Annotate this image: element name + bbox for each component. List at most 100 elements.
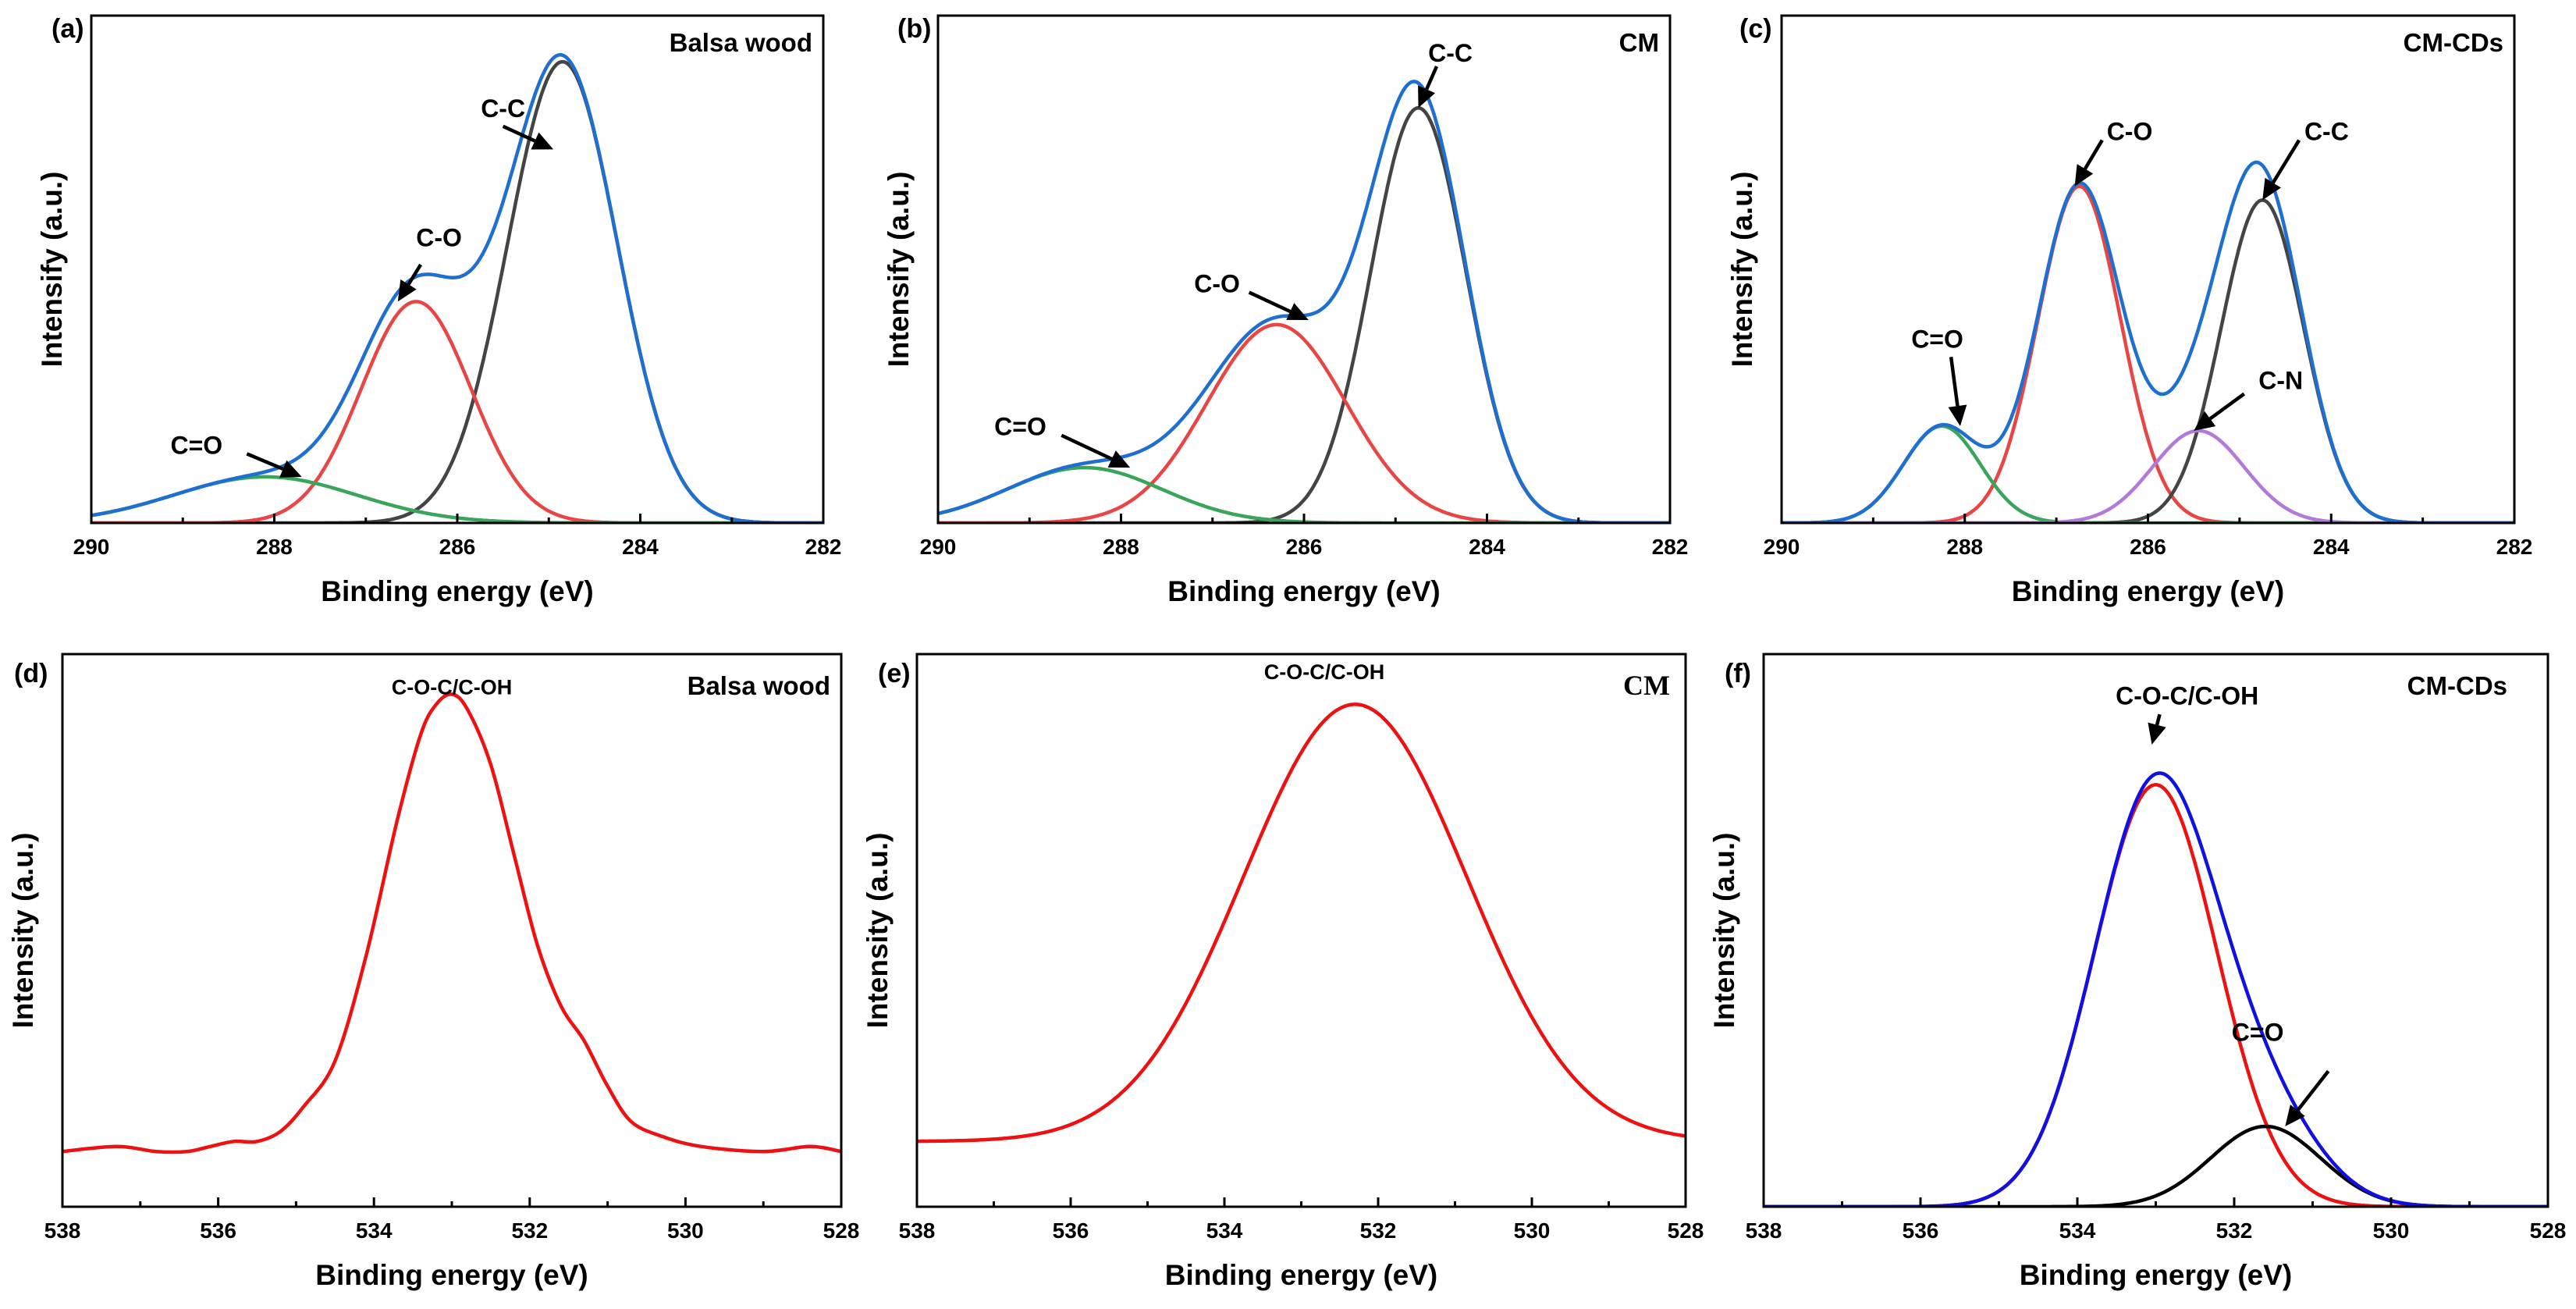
- arrow-head: [1948, 404, 1967, 426]
- x-tick-label: 286: [439, 535, 476, 559]
- x-tick-label: 290: [73, 535, 110, 559]
- x-tick-label: 534: [1206, 1218, 1243, 1243]
- y-axis-title: Intensify (a.u.): [883, 172, 915, 368]
- arrow-shaft: [407, 263, 423, 286]
- x-tick-label: 282: [2496, 535, 2533, 559]
- x-tick-label: 288: [1946, 535, 1983, 559]
- y-axis-title: Intensity (a.u.): [1708, 833, 1740, 1029]
- panel-label: (f): [1725, 659, 1751, 688]
- x-tick-label: 282: [1652, 535, 1689, 559]
- x-tick-label: 530: [1514, 1218, 1551, 1243]
- x-tick-label: 290: [920, 535, 957, 559]
- x-axis-title: Binding energy (eV): [1165, 1259, 1437, 1291]
- x-tick-label: 530: [2373, 1218, 2410, 1243]
- arrow-head: [1286, 303, 1309, 320]
- x-tick-label: 288: [1103, 535, 1139, 559]
- plot-frame: [61, 653, 843, 1208]
- series-group: [917, 703, 1686, 1144]
- series-group: [938, 80, 1670, 523]
- series-c-o: [938, 322, 1670, 523]
- x-tick-label: 534: [2059, 1218, 2096, 1243]
- arrow-head: [531, 132, 554, 150]
- plot-frame: [1780, 14, 2516, 525]
- series-group: [1782, 160, 2514, 523]
- arrow-shaft: [2271, 139, 2301, 184]
- arrow-head: [2262, 177, 2282, 201]
- y-axis-title: Intensify (a.u.): [1726, 172, 1758, 368]
- series-envelope: [1764, 771, 2548, 1207]
- arrow-head: [2148, 722, 2166, 745]
- panel-a: 290 288 286 284 282 Binding energy (eV) Intens…: [36, 14, 841, 607]
- arrow-head: [2074, 164, 2094, 187]
- y-axis-title: Intensity (a.u.): [7, 833, 39, 1029]
- x-tick-label: 290: [1764, 535, 1800, 559]
- annotation-arrow: [502, 124, 554, 150]
- x-tick-label: 528: [2530, 1218, 2567, 1243]
- series-envelope: [1782, 160, 2514, 523]
- series-c-o-c-c-oh: [1764, 783, 2548, 1207]
- x-axis-title: Binding energy (eV): [2020, 1259, 2292, 1291]
- panel-label: (a): [52, 14, 84, 44]
- series-o-1s: [917, 703, 1686, 1144]
- x-tick-label: 538: [899, 1218, 936, 1243]
- panel-d: 538 536 534 532 530 528 Binding energy (eV) Int…: [7, 653, 859, 1291]
- annotation-arrow: [2262, 139, 2301, 201]
- x-tick-label: 536: [1053, 1218, 1089, 1243]
- x-axis-title: Binding energy (eV): [2012, 575, 2284, 607]
- series-c-o: [91, 300, 823, 523]
- x-tick-label: 538: [1746, 1218, 1782, 1243]
- x-tick-label: 536: [200, 1218, 236, 1243]
- series-o-1s: [62, 692, 841, 1154]
- annotation-label: C-C: [2304, 118, 2349, 146]
- arrow-shaft: [1248, 290, 1292, 314]
- arrow-head: [397, 279, 417, 302]
- annotation-label: C-O-C/C-OH: [1264, 660, 1384, 684]
- annotation-label: C-O: [416, 223, 462, 251]
- x-tick-label: 532: [2216, 1218, 2253, 1243]
- plot-frame: [915, 653, 1687, 1208]
- series-envelope: [91, 53, 823, 523]
- annotation-arrow: [2285, 1069, 2330, 1127]
- panel-label: (b): [897, 14, 931, 44]
- plot-frame: [936, 14, 1672, 525]
- x-tick-label: 530: [667, 1218, 704, 1243]
- annotation-label: C-N: [2258, 367, 2303, 395]
- panel-label: (c): [1739, 14, 1772, 44]
- panel-f: 538 536 534 532 530 528 Binding energy (eV) Int…: [1708, 653, 2567, 1291]
- panel-b: 290 288 286 284 282 Binding energy (eV) Intens…: [883, 14, 1688, 607]
- x-axis-title: Binding energy (eV): [321, 575, 593, 607]
- x-tick-label: 528: [1668, 1218, 1704, 1243]
- arrow-head: [2194, 411, 2216, 431]
- annotation-label: C=O: [170, 431, 222, 459]
- annotation-arrow: [1948, 356, 1967, 426]
- annotation-label: C=O: [994, 413, 1046, 441]
- corner-label: Balsa wood: [670, 28, 812, 57]
- arrow-head: [1107, 450, 1131, 468]
- x-tick-label: 284: [2313, 535, 2350, 559]
- annotation-arrow: [1248, 290, 1309, 320]
- annotation-arrow: [246, 452, 302, 478]
- series-group: [62, 692, 841, 1154]
- arrow-shaft: [2155, 713, 2162, 726]
- y-axis-title: Intensity (a.u.): [862, 833, 894, 1029]
- corner-label: CM: [1623, 670, 1670, 701]
- annotation-label: C=O: [1911, 325, 1963, 353]
- annotation-arrow: [2194, 392, 2246, 431]
- annotation-label: C-O: [2107, 118, 2153, 146]
- arrow-head: [1418, 85, 1436, 108]
- series-c-n: [1782, 429, 2514, 523]
- arrow-shaft: [2083, 139, 2104, 170]
- arrow-shaft: [246, 452, 284, 471]
- annotation-arrow: [2148, 713, 2166, 745]
- arrow-shaft: [1949, 356, 1960, 407]
- panel-label: (e): [878, 659, 911, 688]
- arrow-shaft: [1061, 433, 1113, 461]
- x-tick-label: 288: [256, 535, 293, 559]
- arrow-head: [279, 460, 302, 478]
- arrow-shaft: [2208, 392, 2246, 421]
- arrow-head: [2285, 1104, 2305, 1127]
- panel-e: 538 536 534 532 530 528 Binding energy (eV) Int…: [862, 653, 1704, 1291]
- x-tick-label: 286: [1286, 535, 1323, 559]
- series-envelope: [938, 80, 1670, 523]
- series-c-o: [1764, 1124, 2548, 1207]
